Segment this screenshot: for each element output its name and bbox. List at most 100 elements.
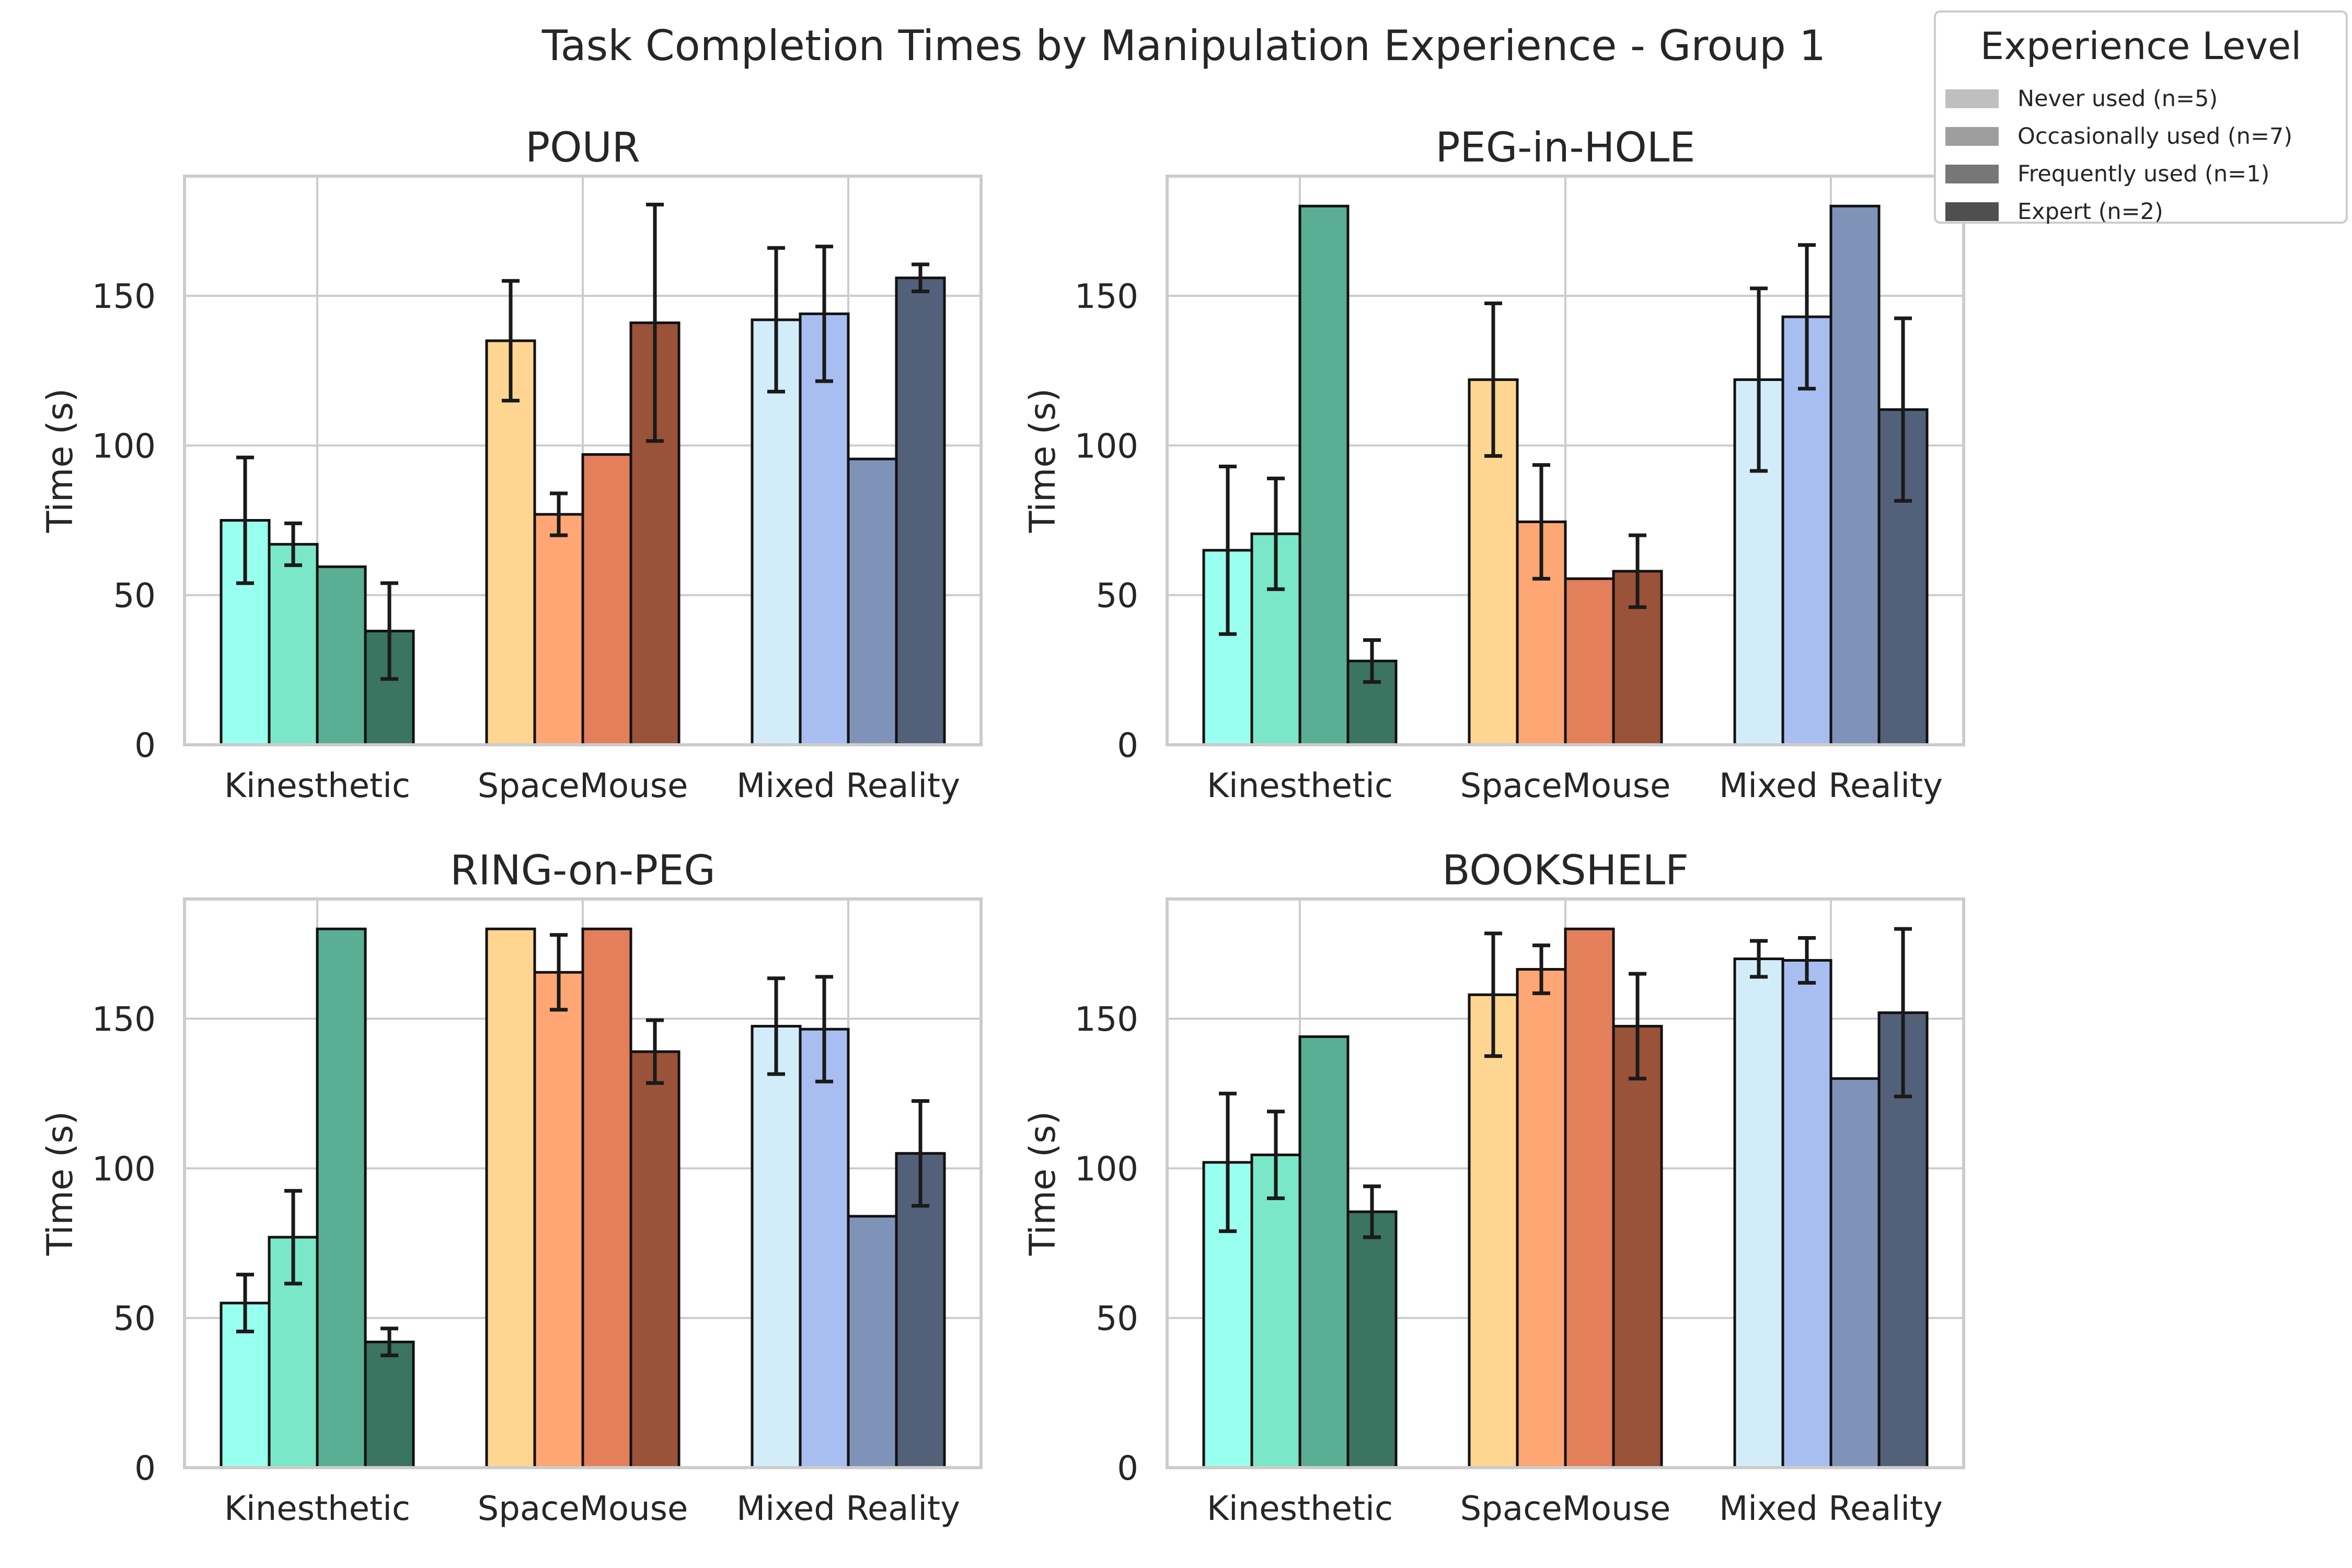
error-bar-bookshelf-mixed-reality-never-used-n-5 xyxy=(1750,939,1768,979)
y-tick-label-ring-on-peg-150: 150 xyxy=(92,1000,156,1039)
x-tick-label-spacemouse: SpaceMouse xyxy=(478,767,688,805)
error-bar-ring-on-peg-kinesthetic-expert-n-2 xyxy=(381,1327,398,1357)
legend-swatch-never-used xyxy=(1945,89,1999,108)
x-tick-label-kinesthetic: Kinesthetic xyxy=(224,767,410,805)
error-bar-bookshelf-mixed-reality-occasionally-used-n-7 xyxy=(1798,936,1816,985)
error-bar-ring-on-peg-spacemouse-expert-n-2 xyxy=(646,1018,664,1085)
legend-label-frequently-used: Frequently used (n=1) xyxy=(2017,161,2270,187)
panel-peg-in-hole: Kinesthetic SpaceMouse Mixed Reality 0 50 100… xyxy=(1022,124,1965,805)
error-bar-bookshelf-kinesthetic-occasionally-used-n-7 xyxy=(1267,1110,1285,1201)
panel-frame-pour xyxy=(183,175,983,746)
x-tick-label-spacemouse: SpaceMouse xyxy=(1460,767,1671,805)
x-tick-label-mixed-reality: Mixed Reality xyxy=(1719,1490,1943,1528)
error-bar-bookshelf-kinesthetic-expert-n-2 xyxy=(1363,1184,1381,1239)
error-bar-peg-in-hole-mixed-reality-occasionally-used-n-7 xyxy=(1798,243,1816,391)
panel-pour: Kinesthetic SpaceMouse Mixed Reality 0 50 100… xyxy=(40,124,983,805)
y-axis-label-peg-in-hole: Time (s) xyxy=(1022,388,1064,534)
legend: Experience Level Never used (n=5) Occasi… xyxy=(1934,10,2348,227)
panel-title-bookshelf: BOOKSHELF xyxy=(1442,847,1689,894)
y-tick-label-ring-on-peg-100: 100 xyxy=(92,1150,156,1189)
error-bar-pour-spacemouse-never-used-n-5 xyxy=(502,279,520,402)
x-tick-label-mixed-reality: Mixed Reality xyxy=(1719,767,1943,805)
error-bar-bookshelf-spacemouse-expert-n-2 xyxy=(1629,972,1646,1081)
legend-label-never-used: Never used (n=5) xyxy=(2017,86,2218,112)
error-bar-ring-on-peg-mixed-reality-expert-n-2 xyxy=(912,1099,929,1208)
bar-ring-on-peg-spacemouse-expert-n-2 xyxy=(629,1050,681,1469)
bar-bookshelf-mixed-reality-frequently-used-n-1 xyxy=(1829,1077,1881,1469)
error-bar-ring-on-peg-kinesthetic-never-used-n-5 xyxy=(236,1273,254,1333)
bar-ring-on-peg-kinesthetic-frequently-used-n-1 xyxy=(316,927,367,1469)
y-tick-label-ring-on-peg-0: 0 xyxy=(134,1449,156,1488)
bar-bookshelf-spacemouse-occasionally-used-n-7 xyxy=(1516,968,1567,1469)
error-bar-peg-in-hole-kinesthetic-never-used-n-5 xyxy=(1219,464,1237,636)
bar-ring-on-peg-kinesthetic-expert-n-2 xyxy=(364,1340,415,1469)
bar-pour-mixed-reality-frequently-used-n-1 xyxy=(847,457,898,746)
legend-swatch-frequently-used xyxy=(1945,165,1999,183)
error-bar-bookshelf-kinesthetic-never-used-n-5 xyxy=(1219,1091,1237,1233)
bar-ring-on-peg-mixed-reality-frequently-used-n-1 xyxy=(847,1215,898,1469)
error-bar-peg-in-hole-spacemouse-expert-n-2 xyxy=(1629,533,1646,609)
bar-pour-mixed-reality-expert-n-2 xyxy=(895,276,946,746)
error-bar-pour-mixed-reality-expert-n-2 xyxy=(912,262,929,293)
panel-bookshelf: Kinesthetic SpaceMouse Mixed Reality 0 50 100… xyxy=(1022,847,1965,1528)
y-tick-label-pour-100: 100 xyxy=(92,427,156,466)
error-bar-peg-in-hole-kinesthetic-occasionally-used-n-7 xyxy=(1267,476,1285,591)
panel-frame-peg-in-hole xyxy=(1166,175,1965,746)
error-bar-peg-in-hole-spacemouse-never-used-n-5 xyxy=(1484,301,1502,458)
legend-item-frequently-used: Frequently used (n=1) xyxy=(1945,158,2269,190)
error-bar-pour-kinesthetic-occasionally-used-n-7 xyxy=(284,521,302,567)
legend-title: Experience Level xyxy=(1980,24,2302,68)
bar-bookshelf-mixed-reality-never-used-n-5 xyxy=(1733,958,1784,1469)
error-bar-bookshelf-spacemouse-never-used-n-5 xyxy=(1484,931,1502,1058)
bar-bookshelf-spacemouse-never-used-n-5 xyxy=(1468,993,1519,1469)
error-bar-peg-in-hole-mixed-reality-expert-n-2 xyxy=(1894,316,1912,503)
y-tick-label-peg-in-hole-0: 0 xyxy=(1117,727,1138,765)
bar-bookshelf-spacemouse-expert-n-2 xyxy=(1612,1024,1663,1469)
error-bar-bookshelf-mixed-reality-expert-n-2 xyxy=(1894,927,1912,1099)
error-bar-ring-on-peg-kinesthetic-occasionally-used-n-7 xyxy=(284,1189,302,1286)
y-tick-label-ring-on-peg-50: 50 xyxy=(113,1300,156,1339)
y-tick-label-peg-in-hole-100: 100 xyxy=(1075,427,1138,466)
x-tick-label-mixed-reality: Mixed Reality xyxy=(736,767,960,805)
panel-title-peg-in-hole: PEG-in-HOLE xyxy=(1436,124,1696,171)
error-bar-ring-on-peg-spacemouse-occasionally-used-n-7 xyxy=(550,933,568,1012)
error-bar-bookshelf-spacemouse-occasionally-used-n-7 xyxy=(1532,943,1550,995)
y-tick-label-peg-in-hole-50: 50 xyxy=(1096,577,1138,616)
error-bar-peg-in-hole-mixed-reality-never-used-n-5 xyxy=(1750,286,1768,473)
error-bar-pour-spacemouse-expert-n-2 xyxy=(646,202,664,443)
bar-bookshelf-kinesthetic-expert-n-2 xyxy=(1346,1210,1398,1469)
y-axis-label-ring-on-peg: Time (s) xyxy=(40,1111,81,1256)
bar-peg-in-hole-kinesthetic-frequently-used-n-1 xyxy=(1298,204,1350,746)
error-bar-peg-in-hole-spacemouse-occasionally-used-n-7 xyxy=(1532,463,1550,581)
error-bar-peg-in-hole-kinesthetic-expert-n-2 xyxy=(1363,638,1381,684)
error-bar-pour-kinesthetic-expert-n-2 xyxy=(381,581,398,681)
error-bar-pour-kinesthetic-never-used-n-5 xyxy=(236,455,254,585)
panels-layer: Kinesthetic SpaceMouse Mixed Reality 0 50 100… xyxy=(40,124,1965,1528)
bar-ring-on-peg-mixed-reality-never-used-n-5 xyxy=(751,1024,802,1469)
bar-peg-in-hole-spacemouse-frequently-used-n-1 xyxy=(1564,577,1615,746)
x-tick-label-spacemouse: SpaceMouse xyxy=(478,1490,688,1528)
panel-title-pour: POUR xyxy=(525,124,640,171)
error-bar-pour-spacemouse-occasionally-used-n-7 xyxy=(550,491,568,537)
chart-title: Task Completion Times by Manipulation Ex… xyxy=(541,21,1826,70)
bar-bookshelf-spacemouse-frequently-used-n-1 xyxy=(1564,927,1615,1469)
legend-item-occasionally-used: Occasionally used (n=7) xyxy=(1945,121,2292,152)
bar-pour-kinesthetic-occasionally-used-n-7 xyxy=(268,543,319,746)
bar-ring-on-peg-spacemouse-occasionally-used-n-7 xyxy=(533,971,584,1469)
bar-ring-on-peg-spacemouse-never-used-n-5 xyxy=(485,927,536,1469)
y-tick-label-peg-in-hole-150: 150 xyxy=(1075,278,1138,316)
legend-swatch-expert xyxy=(1945,202,1999,221)
legend-item-never-used: Never used (n=5) xyxy=(1945,83,2218,114)
bar-ring-on-peg-spacemouse-frequently-used-n-1 xyxy=(581,927,632,1469)
y-tick-label-bookshelf-50: 50 xyxy=(1096,1300,1138,1339)
bar-pour-spacemouse-never-used-n-5 xyxy=(485,339,536,746)
legend-item-expert: Expert (n=2) xyxy=(1945,196,2163,227)
bar-peg-in-hole-mixed-reality-frequently-used-n-1 xyxy=(1829,204,1881,746)
y-tick-label-pour-50: 50 xyxy=(113,577,156,616)
x-tick-label-kinesthetic: Kinesthetic xyxy=(224,1490,410,1528)
panel-frame-ring-on-peg xyxy=(183,897,983,1469)
y-tick-label-bookshelf-0: 0 xyxy=(1117,1449,1138,1488)
panel-ring-on-peg: Kinesthetic SpaceMouse Mixed Reality 0 50 100… xyxy=(40,847,983,1528)
legend-swatch-occasionally-used xyxy=(1945,127,1999,146)
